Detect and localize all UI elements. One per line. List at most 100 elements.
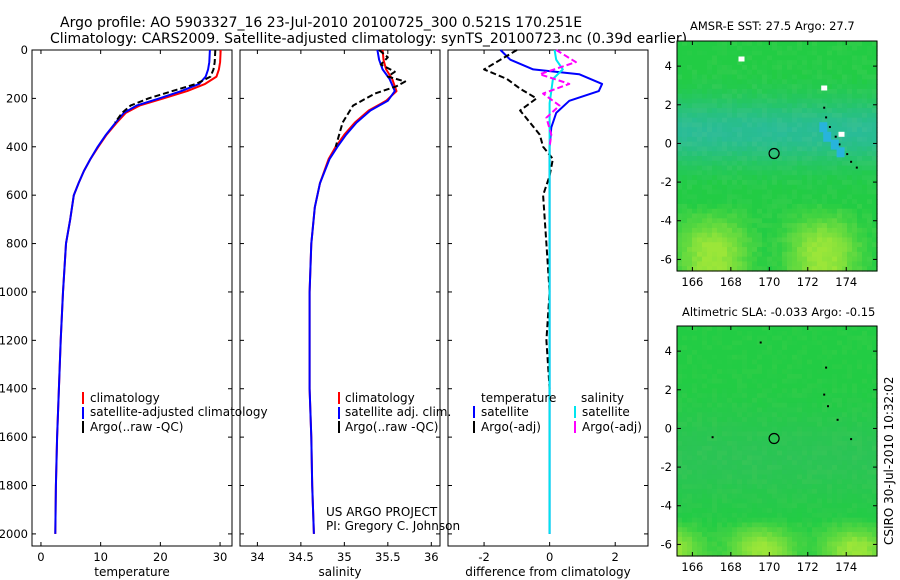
- map-cell: [692, 388, 698, 394]
- map-cell: [872, 55, 878, 61]
- map-cell: [827, 536, 833, 543]
- map-cell: [677, 84, 683, 90]
- map-cell: [852, 203, 858, 210]
- map-cell: [777, 397, 783, 404]
- map-cell: [817, 364, 823, 370]
- map-cell: [827, 208, 833, 215]
- map-cell: [712, 541, 718, 548]
- map-cell: [852, 421, 858, 428]
- map-cell: [787, 112, 793, 119]
- map-cell: [722, 55, 728, 61]
- map-cell: [732, 450, 738, 456]
- map-cell: [692, 417, 698, 423]
- map-cell: [792, 541, 798, 548]
- map-cell: [777, 160, 783, 167]
- map-cell: [707, 345, 713, 351]
- map-cell: [752, 213, 758, 219]
- map-cell: [827, 203, 833, 210]
- map-cell: [852, 266, 858, 272]
- map-cell: [812, 369, 818, 375]
- map-cell: [782, 503, 788, 509]
- map-cell: [772, 88, 778, 95]
- map-cell: [872, 223, 878, 229]
- series-climatology: [54, 49, 222, 534]
- map-cell: [767, 546, 773, 552]
- map-cell: [857, 464, 863, 471]
- map-cell: [702, 397, 708, 404]
- map-cell: [817, 146, 823, 152]
- map-cell: [862, 84, 868, 90]
- map-cell: [717, 175, 723, 181]
- map-cell: [687, 369, 693, 375]
- map-cell: [747, 431, 753, 437]
- map-cell: [677, 359, 683, 365]
- map-cell: [792, 74, 798, 80]
- map-cell: [782, 223, 788, 229]
- map-cell: [802, 189, 808, 195]
- map-cell: [792, 45, 798, 52]
- map-cell: [827, 354, 833, 361]
- map-cell: [687, 421, 693, 428]
- map-cell: [832, 117, 838, 124]
- map-cell: [687, 340, 693, 346]
- map-cell: [677, 64, 683, 71]
- map-cell: [822, 498, 828, 504]
- map-cell: [872, 455, 878, 461]
- map-cell: [772, 330, 778, 337]
- map-cell: [797, 74, 803, 80]
- map-cell: [847, 218, 853, 224]
- map-cell: [737, 112, 743, 119]
- map-cell: [752, 237, 758, 243]
- map-cell: [677, 464, 683, 471]
- map-cell: [782, 242, 788, 248]
- map-cell: [777, 388, 783, 394]
- map-cell: [767, 335, 773, 341]
- map-cell: [797, 536, 803, 543]
- map-cell: [747, 251, 753, 258]
- map-cell: [682, 261, 688, 267]
- map-cell: [862, 261, 868, 267]
- map-cell: [867, 60, 873, 66]
- map-cell: [777, 165, 783, 171]
- map-cell: [757, 488, 763, 495]
- map-cell: [842, 223, 848, 229]
- map-cell: [797, 417, 803, 423]
- map-cell: [742, 508, 748, 514]
- map-cell: [797, 223, 803, 229]
- map-cell: [772, 223, 778, 229]
- map-cell: [747, 103, 753, 109]
- map-cell: [752, 335, 758, 341]
- map-cell: [847, 79, 853, 85]
- map-cell: [822, 261, 828, 267]
- map-cell: [787, 84, 793, 90]
- map-cell: [697, 369, 703, 375]
- map-cell: [817, 393, 823, 399]
- map-cell: [777, 64, 783, 71]
- map-cell: [812, 517, 818, 524]
- map-cell: [817, 194, 823, 200]
- map-cell: [777, 330, 783, 337]
- map-cell: [727, 232, 733, 239]
- map-cell: [867, 335, 873, 341]
- map-cell: [692, 156, 698, 162]
- x-tick-label: 35: [337, 550, 352, 564]
- map-cell: [782, 551, 788, 557]
- map-cell: [827, 122, 833, 128]
- map-cell: [767, 393, 773, 399]
- map-cell: [762, 175, 768, 181]
- map-cell: [812, 156, 818, 162]
- map-cell: [757, 194, 763, 200]
- map-cell: [707, 179, 713, 186]
- map-cell: [682, 213, 688, 219]
- map-cell: [817, 93, 823, 100]
- map-cell: [717, 393, 723, 399]
- map-cell: [732, 417, 738, 423]
- map-cell: [732, 522, 738, 528]
- map-cell: [707, 493, 713, 500]
- map-cell: [872, 60, 878, 66]
- map-cell: [752, 436, 758, 442]
- map-cell: [862, 364, 868, 370]
- map-cell: [782, 184, 788, 191]
- map-cell: [832, 412, 838, 418]
- map-cell: [832, 199, 838, 205]
